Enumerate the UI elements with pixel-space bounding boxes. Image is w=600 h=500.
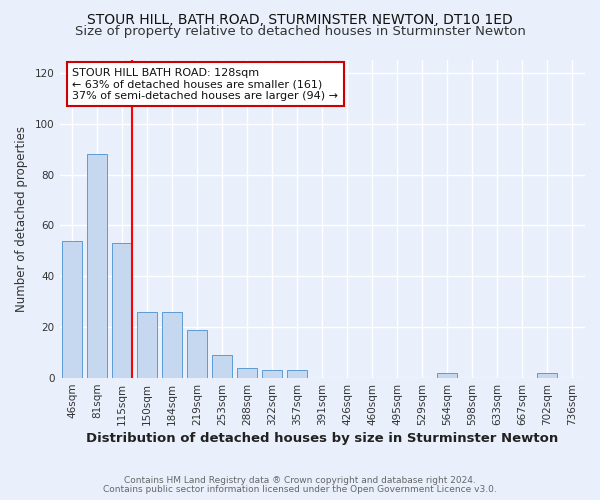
Bar — [162, 312, 182, 378]
Y-axis label: Number of detached properties: Number of detached properties — [15, 126, 28, 312]
Bar — [437, 373, 457, 378]
Bar — [212, 355, 232, 378]
Text: Contains public sector information licensed under the Open Government Licence v3: Contains public sector information licen… — [103, 485, 497, 494]
Bar — [187, 330, 207, 378]
Bar — [287, 370, 307, 378]
Bar — [112, 243, 132, 378]
X-axis label: Distribution of detached houses by size in Sturminster Newton: Distribution of detached houses by size … — [86, 432, 559, 445]
Text: STOUR HILL, BATH ROAD, STURMINSTER NEWTON, DT10 1ED: STOUR HILL, BATH ROAD, STURMINSTER NEWTO… — [87, 12, 513, 26]
Text: Size of property relative to detached houses in Sturminster Newton: Size of property relative to detached ho… — [74, 25, 526, 38]
Bar — [237, 368, 257, 378]
Bar — [262, 370, 282, 378]
Bar — [62, 240, 82, 378]
Bar — [538, 373, 557, 378]
Text: Contains HM Land Registry data ® Crown copyright and database right 2024.: Contains HM Land Registry data ® Crown c… — [124, 476, 476, 485]
Text: STOUR HILL BATH ROAD: 128sqm
← 63% of detached houses are smaller (161)
37% of s: STOUR HILL BATH ROAD: 128sqm ← 63% of de… — [72, 68, 338, 101]
Bar — [137, 312, 157, 378]
Bar — [87, 154, 107, 378]
